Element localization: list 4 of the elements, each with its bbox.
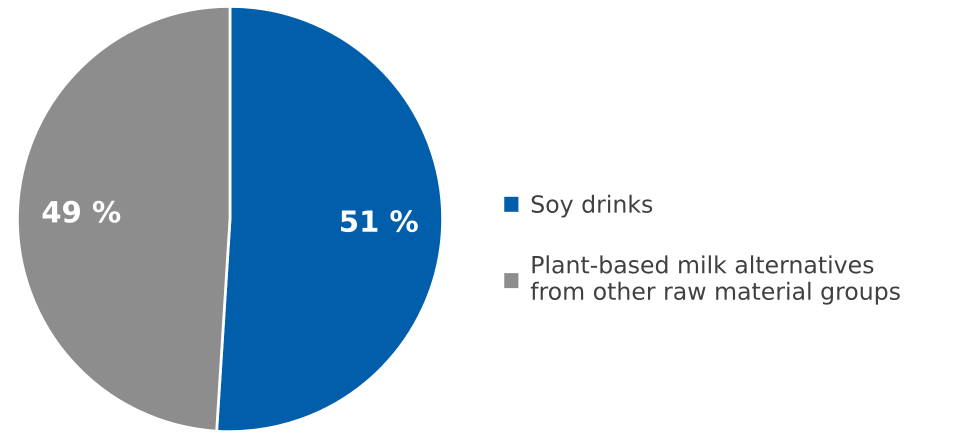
data-label: 49 % (42, 200, 120, 223)
data-label: 51 % (341, 210, 418, 232)
legend-label: Soy drinks (532, 194, 652, 218)
legend-label: Plant-based milk alternatives from other raw material groups (530, 255, 900, 305)
